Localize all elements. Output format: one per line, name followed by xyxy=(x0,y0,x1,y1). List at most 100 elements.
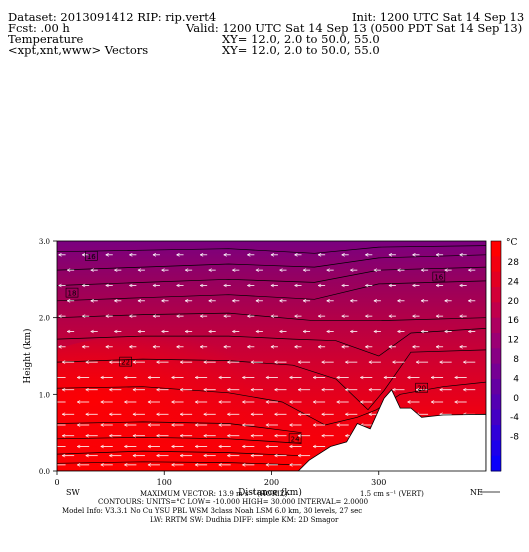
wind-vector-head xyxy=(407,375,411,380)
wind-vector-head xyxy=(227,387,231,392)
wind-vector-head xyxy=(180,453,184,458)
wind-vector-head xyxy=(129,345,133,349)
wind-vector-head xyxy=(397,299,401,303)
wind-vector-head xyxy=(317,253,322,257)
wind-vector-head xyxy=(62,360,66,364)
wind-vector-head xyxy=(326,268,330,272)
wind-vector-head xyxy=(218,423,222,427)
wind-vector-head xyxy=(360,400,364,404)
wind-vector-head xyxy=(161,268,165,272)
wind-vector-head xyxy=(297,433,302,438)
wind-vector-head xyxy=(208,299,212,303)
wind-vector-head xyxy=(227,412,231,417)
wind-vector-head xyxy=(195,423,199,427)
wind-vector-head xyxy=(100,400,104,404)
valid-line: Valid: 1200 UTC Sat 14 Sep 13 (0500 PDT … xyxy=(186,21,523,35)
vector-field-name: <xpt,xnt,www> Vectors xyxy=(8,43,149,57)
colorbar-swatch xyxy=(491,379,501,395)
wind-vector-head xyxy=(132,453,137,458)
wind-vector-head xyxy=(82,283,86,288)
wind-vector-head xyxy=(294,345,298,349)
wind-vector-head xyxy=(124,375,128,380)
colorbar-tick-label: -4 xyxy=(510,413,519,423)
wind-vector-head xyxy=(279,268,283,272)
xy-range-vectors: XY= 12.0, 2.0 to 50.0, 55.0 xyxy=(222,43,380,57)
wind-vector-head xyxy=(232,268,236,272)
wind-vector-head xyxy=(100,463,104,467)
wind-vector-head xyxy=(195,400,199,404)
wind-vector-head xyxy=(345,412,349,417)
wind-vector-head xyxy=(185,329,189,334)
field-name: Temperature xyxy=(8,32,84,46)
fcst-line: Fcst: .00 h xyxy=(8,21,70,35)
wind-vector-head xyxy=(336,400,340,404)
wind-vector-head xyxy=(274,360,278,364)
wind-vector-head xyxy=(132,412,137,417)
wind-vector-head xyxy=(388,253,393,257)
wind-vector-head xyxy=(459,253,463,257)
contour-line xyxy=(57,280,486,302)
wind-vector-head xyxy=(317,283,322,288)
contour-lines xyxy=(57,245,486,466)
wind-vector-head xyxy=(444,299,448,303)
wind-vector-head xyxy=(62,433,66,438)
colorbar-frame xyxy=(490,240,502,472)
wind-vector-head xyxy=(341,345,345,349)
wind-vector-head xyxy=(54,463,57,466)
wind-vector-head xyxy=(176,283,180,288)
wind-vector-head xyxy=(289,375,293,380)
wind-vector-head xyxy=(289,444,293,449)
wind-vector-head xyxy=(223,314,227,318)
init-line: Init: 1200 UTC Sat 14 Sep 13 xyxy=(352,10,525,24)
colorbar-swatch xyxy=(491,409,501,426)
wind-vector-head xyxy=(368,387,373,392)
wind-vector-head xyxy=(459,283,463,288)
wind-vector-head xyxy=(459,345,463,349)
wind-vector-head xyxy=(250,387,255,392)
wind-vector-head xyxy=(200,283,204,288)
wind-vector-head xyxy=(415,360,420,364)
wind-vector-head xyxy=(58,314,62,318)
wind-vector-head xyxy=(62,453,66,458)
colorbar-swatch xyxy=(491,455,501,472)
wind-vector-head xyxy=(454,375,458,380)
y-tick-label: 0.0 xyxy=(39,468,50,476)
wind-vector-head xyxy=(161,329,165,334)
wind-vector-head xyxy=(195,463,199,467)
wind-vector-head xyxy=(77,463,81,467)
colorbar: 28 24 20 16 12 8 4 0 -4 -8 xyxy=(490,240,519,472)
wind-vector-head xyxy=(250,453,255,458)
wind-vector-head xyxy=(176,253,180,257)
wind-vector-head xyxy=(350,268,354,272)
wind-vector-head xyxy=(297,360,302,364)
wind-vector-head xyxy=(156,387,160,392)
wind-vector-head xyxy=(67,299,71,303)
wind-vector-head xyxy=(312,444,317,449)
wind-vector-head xyxy=(297,453,302,458)
wind-vector-head xyxy=(54,401,57,404)
wind-vector-head xyxy=(388,345,393,349)
wind-vector-head xyxy=(156,360,160,364)
wind-vector-head xyxy=(321,433,325,438)
wind-vector-head xyxy=(279,329,283,334)
wind-vector-head xyxy=(265,400,270,404)
wind-vector-head xyxy=(147,423,152,427)
wind-vector-head xyxy=(397,268,401,272)
colorbar-swatch xyxy=(491,425,501,441)
colorbar-tick-label: 12 xyxy=(508,336,519,346)
wind-vector-head xyxy=(302,329,307,334)
contour-label-box xyxy=(288,433,302,444)
wind-vector-head xyxy=(171,423,175,427)
colorbar-swatch xyxy=(491,394,501,411)
physics-info: LW: RRTM SW: Dudhia DIFF: simple KM: 2D … xyxy=(150,516,339,524)
wind-vector-head xyxy=(242,423,246,427)
contour-label-box xyxy=(85,251,98,261)
wind-vector-head xyxy=(415,387,420,392)
wind-vector-head xyxy=(312,423,317,427)
wind-vector-head xyxy=(105,283,109,288)
wind-vector-head xyxy=(294,253,298,257)
wind-vector-head xyxy=(420,329,425,334)
wind-vector-head xyxy=(227,360,231,364)
wind-vector-head xyxy=(242,463,246,467)
wind-vector-head xyxy=(109,387,113,392)
